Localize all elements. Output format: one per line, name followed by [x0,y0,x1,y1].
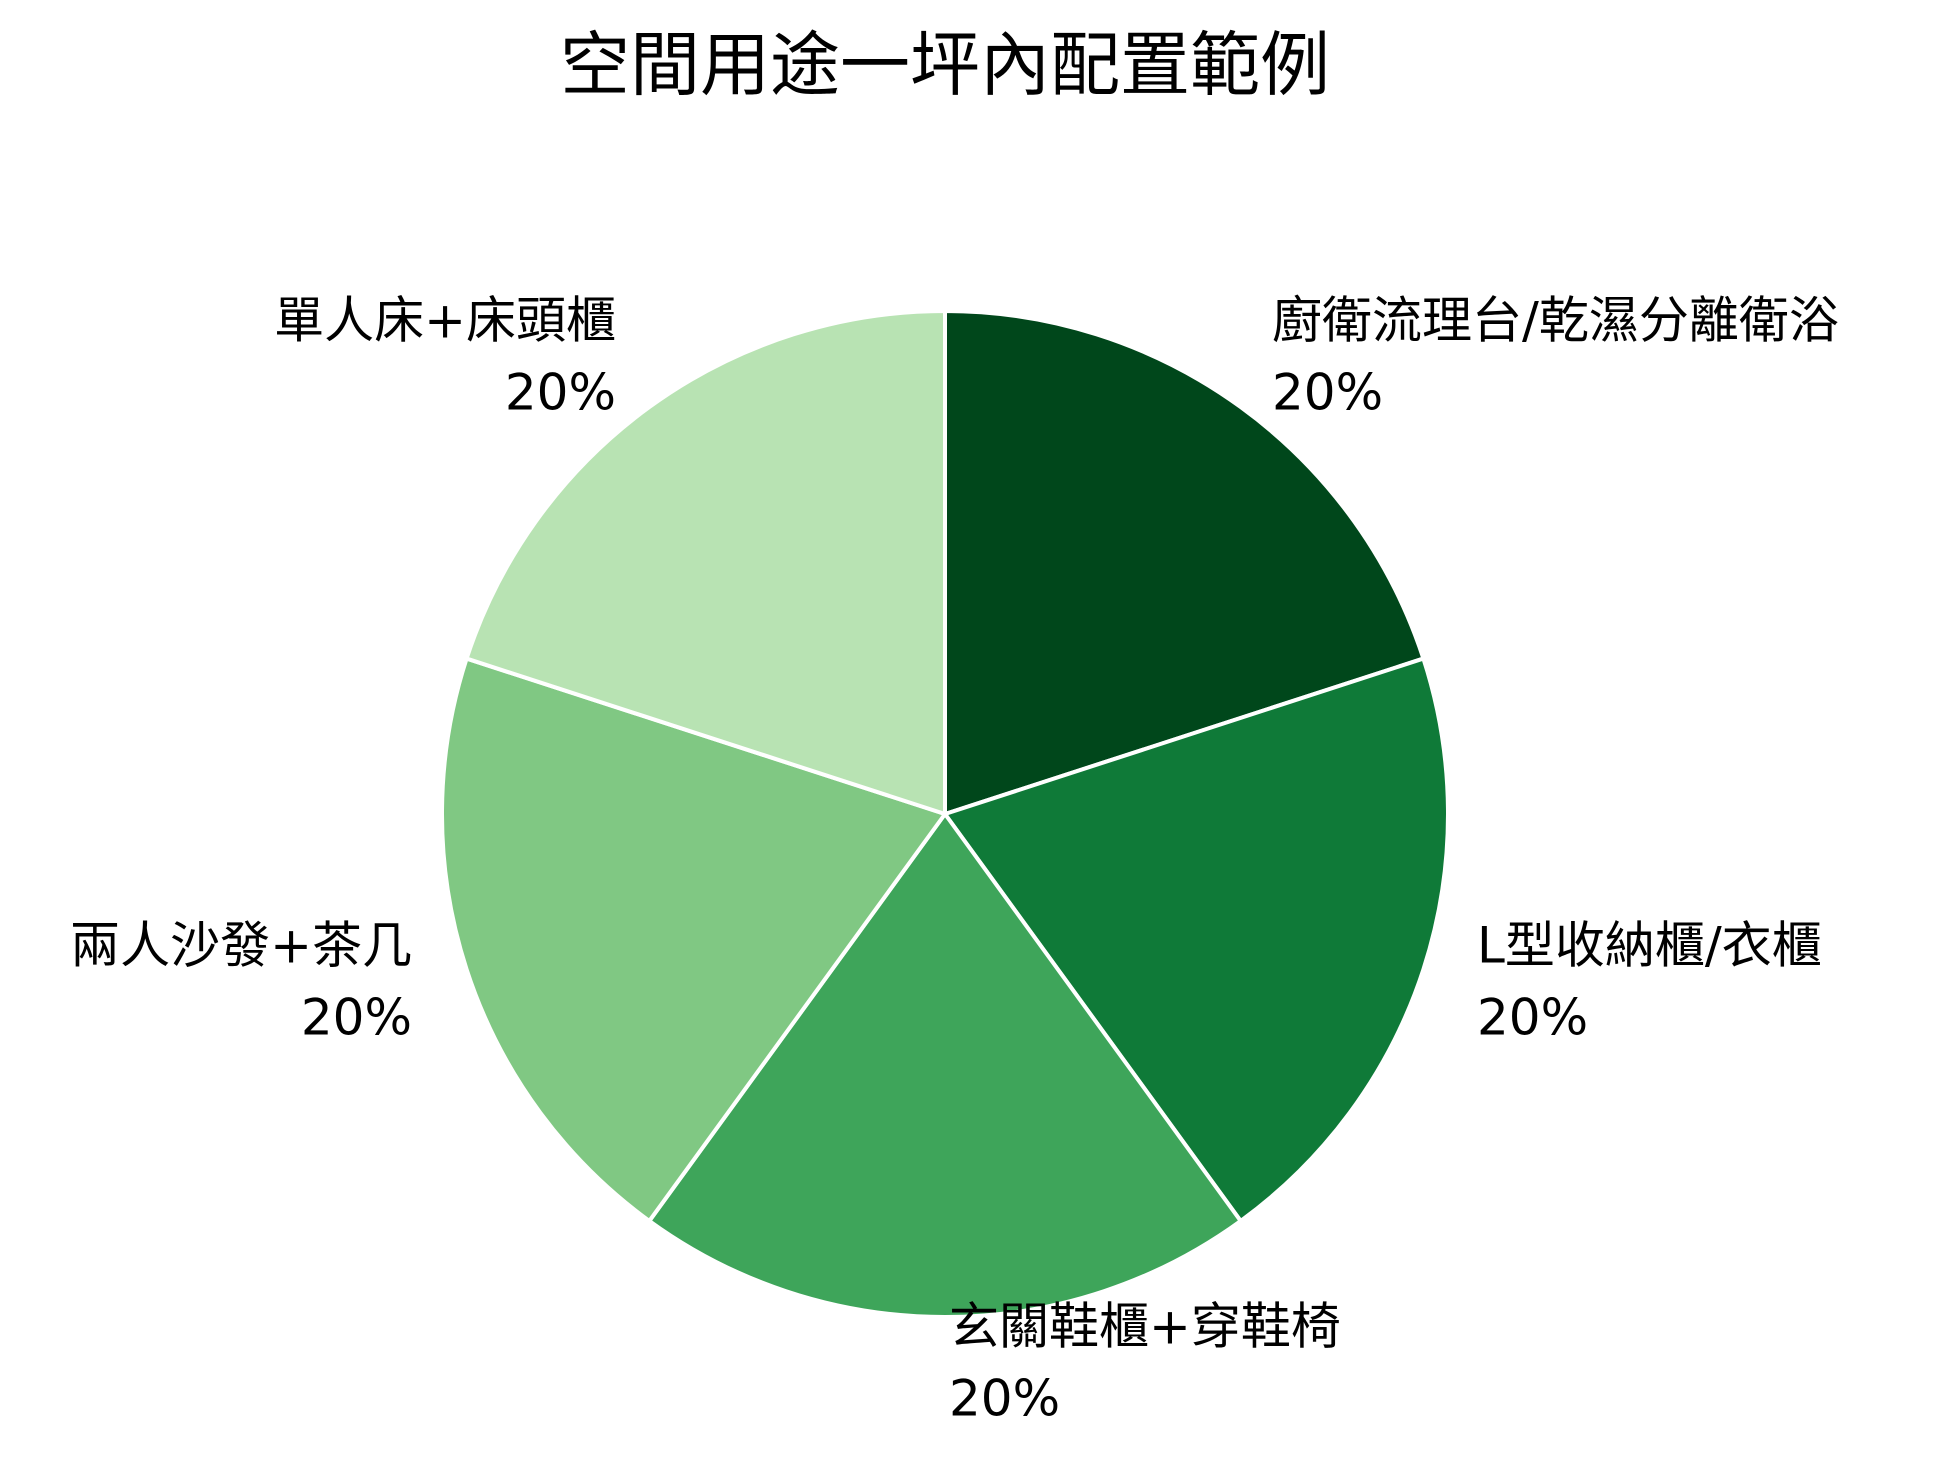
slice-value-label: 20% [505,364,616,422]
pie-slice [646,810,1244,1320]
pie-slice [941,656,1450,1224]
slice-label: L型收納櫃/衣櫃 [1477,917,1822,975]
slice-value-label: 20% [1477,989,1588,1047]
slice-label: 兩人沙發+茶几 [70,917,412,975]
slice-label: 廚衛流理台/乾濕分離衛浴 [1272,292,1839,350]
pie-slice [464,308,947,817]
slice-label: 玄關鞋櫃+穿鞋椅 [949,1298,1341,1356]
slice-label: 單人床+床頭櫃 [274,292,616,350]
slice-value-label: 20% [1272,364,1383,422]
pie-slice [440,656,949,1224]
chart-title: 空間用途一坪內配置範例 [560,24,1330,106]
pie-slice [943,308,1426,817]
slice-value-label: 20% [949,1370,1060,1428]
slice-value-label: 20% [301,989,412,1047]
